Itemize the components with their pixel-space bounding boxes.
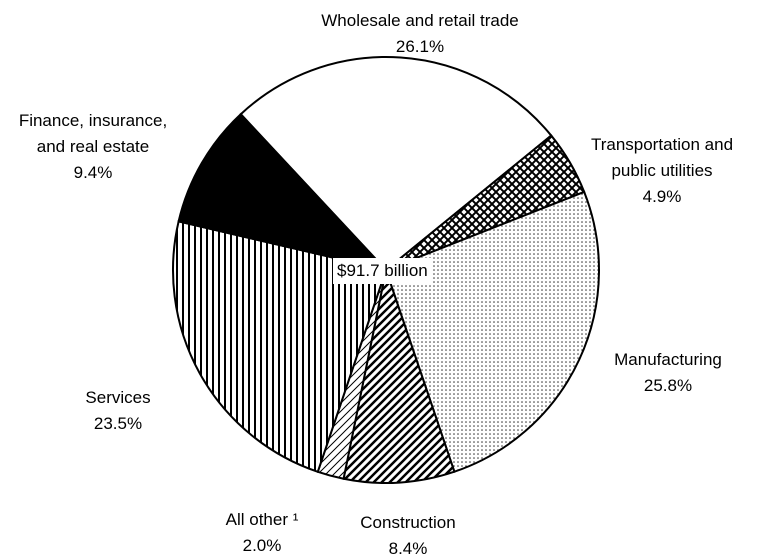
pie-slice [172,220,388,474]
value-label: 23.5% [93,414,143,433]
value-label: 25.8% [643,376,693,395]
slice-label: Finance, insurance, and real estate 9.4% [3,108,183,186]
slice-label: All other ¹ 2.0% [202,507,322,556]
category-label: Manufacturing [614,350,722,369]
pie-slice [342,266,456,484]
pie-slice [239,56,553,272]
category-label: Services [85,388,151,407]
pie-slice [384,190,600,473]
center-label: $91.7 billion [333,258,432,284]
category-label: All other ¹ [225,510,299,529]
slice-label: Manufacturing 25.8% [568,347,767,399]
slice-label: Services 23.5% [58,385,178,437]
pie-slice [177,112,389,272]
value-label: 9.4% [73,163,113,182]
category-label: Finance, insurance, and real estate [18,111,168,156]
category-label: Transportation and public utilities [590,135,734,180]
value-label: 26.1% [395,37,445,56]
value-label: 8.4% [388,539,428,556]
slice-label: Transportation and public utilities 4.9% [575,132,750,210]
category-label: Construction [360,513,456,532]
value-label: 4.9% [642,187,682,206]
slice-label: Construction 8.4% [333,510,483,556]
category-label: Wholesale and retail trade [321,11,519,30]
slice-label: Wholesale and retail trade 26.1% [260,8,580,60]
value-label: 2.0% [242,536,282,555]
